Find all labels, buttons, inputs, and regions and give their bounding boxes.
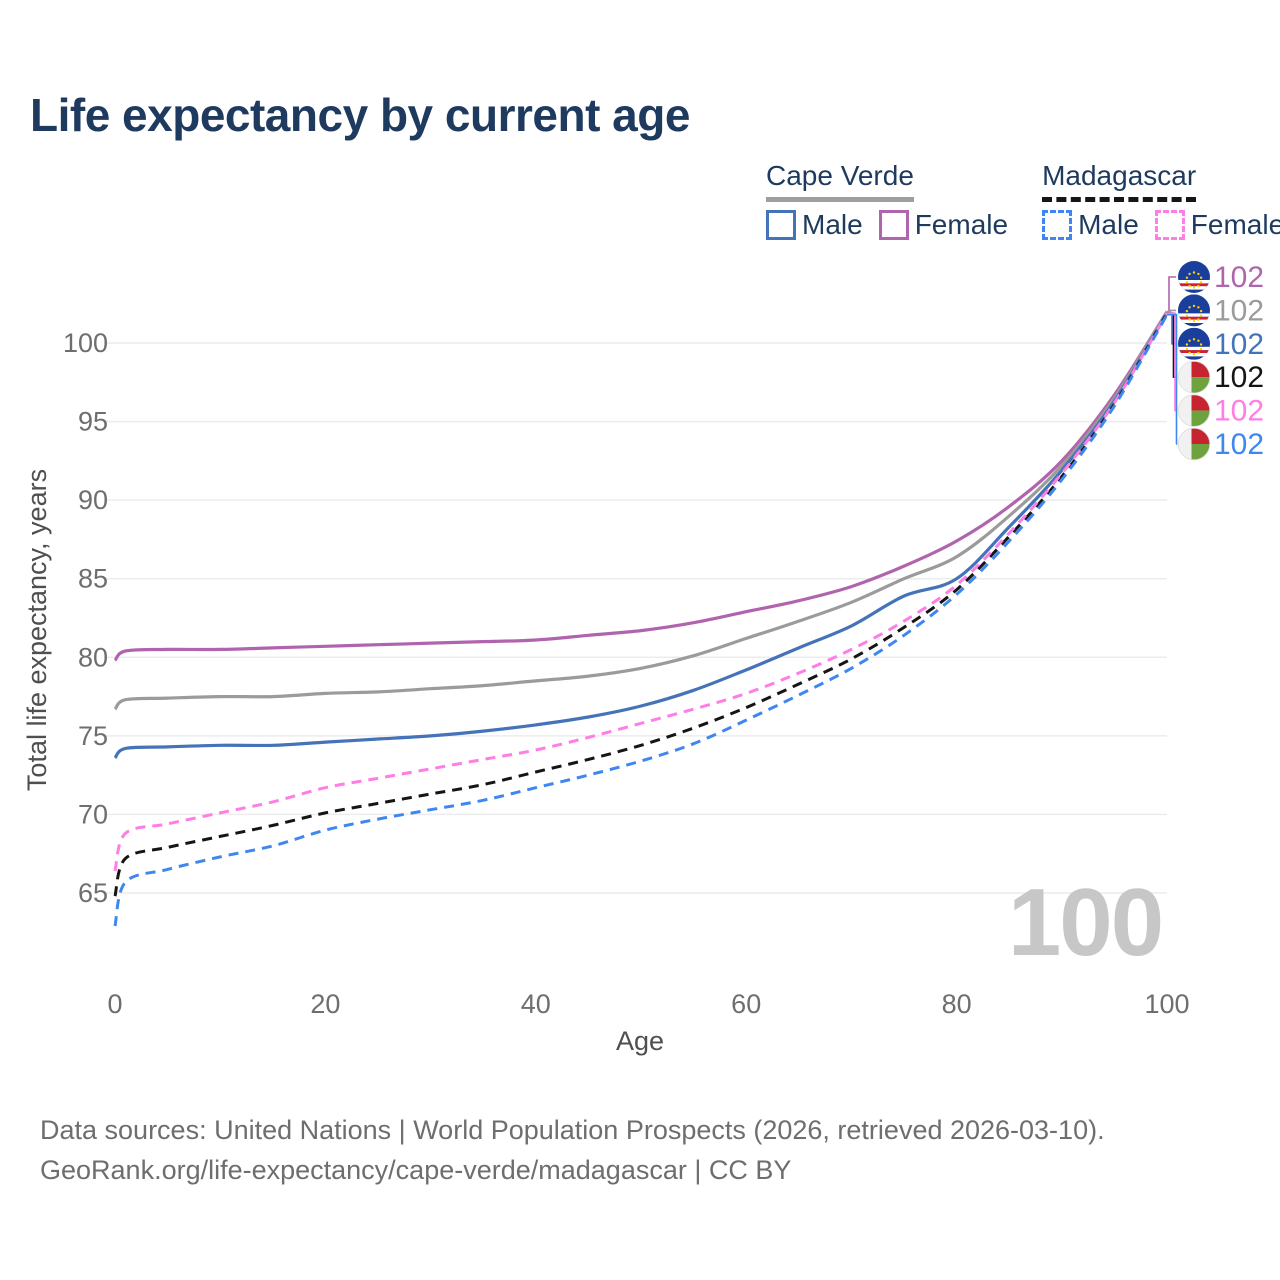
end-value-label-cape-verde-both-sexes: 102: [1214, 294, 1264, 327]
madagascar-male-swatch-icon: [1042, 210, 1073, 240]
x-tick-label: 0: [107, 989, 122, 1019]
x-axis-title: Age: [616, 1026, 664, 1056]
madagascar-flag-icon: [1178, 428, 1210, 460]
end-value-label-madagascar-both-sexes: 102: [1214, 361, 1264, 394]
legend-label: Female: [914, 209, 1009, 240]
end-value-label-cape-verde-female: 102: [1214, 261, 1264, 294]
legend-item-madagascar-male[interactable]: Male: [1042, 209, 1139, 241]
end-value-label-cape-verde-male: 102: [1214, 328, 1264, 361]
cape-verde-stars: [1185, 304, 1203, 323]
y-tick-label: 85: [78, 564, 108, 594]
end-value-label-madagascar-female: 102: [1214, 395, 1264, 428]
legend-group-cape-verde: Cape Verde Male Female: [766, 160, 1008, 241]
series-line-cape-verde-both-sexes[interactable]: [113, 310, 1169, 711]
legend: Cape Verde Male Female Madagascar Male F…: [766, 160, 1280, 241]
madagascar-flag-icon: [1178, 361, 1210, 393]
series-line-madagascar-both-sexes[interactable]: [113, 312, 1169, 897]
end-value-label-madagascar-male: 102: [1214, 428, 1264, 461]
series-line-madagascar-male[interactable]: [113, 313, 1169, 927]
cape-verde-female-swatch-icon: [878, 210, 909, 240]
series-line-cape-verde-male[interactable]: [113, 312, 1169, 760]
y-tick-label: 75: [78, 721, 108, 751]
y-tick-label: 90: [78, 485, 108, 515]
label-connector: [1167, 313, 1178, 445]
x-tick-label: 40: [521, 989, 551, 1019]
cape-verde-male-swatch-icon: [766, 210, 796, 240]
legend-row-cape-verde: Male Female: [766, 209, 1008, 241]
cape-verde-stars: [1185, 338, 1203, 356]
footer-sources-line: Data sources: United Nations | World Pop…: [40, 1115, 1105, 1145]
y-tick-label: 80: [78, 642, 108, 672]
y-tick-label: 65: [78, 878, 108, 908]
cape-verde-stars: [1185, 271, 1203, 289]
footer-url-line: GeoRank.org/life-expectancy/cape-verde/m…: [40, 1155, 792, 1185]
madagascar-flag-icon: [1178, 395, 1210, 427]
legend-row-madagascar: Male Female: [1042, 209, 1280, 241]
legend-item-cape-verde-female[interactable]: Female: [878, 209, 1009, 241]
x-tick-label: 100: [1144, 989, 1189, 1019]
footer: Data sources: United Nations | World Pop…: [40, 1110, 1105, 1190]
x-tick-label: 20: [310, 989, 340, 1019]
legend-title-cape-verde: Cape Verde: [766, 160, 914, 202]
legend-item-madagascar-female[interactable]: Female: [1154, 209, 1280, 241]
legend-label: Male: [802, 209, 863, 240]
series-line-madagascar-female[interactable]: [113, 312, 1169, 872]
label-connector: [1167, 312, 1176, 412]
label-connector: [1167, 309, 1176, 313]
legend-title-madagascar: Madagascar: [1042, 160, 1197, 202]
y-axis-title: Total life expectancy, years: [22, 469, 52, 791]
legend-label: Female: [1190, 209, 1280, 240]
page-title: Life expectancy by current age: [30, 89, 690, 141]
legend-group-madagascar: Madagascar Male Female: [1042, 160, 1280, 241]
madagascar-female-swatch-icon: [1154, 210, 1185, 240]
y-tick-label: 100: [63, 328, 108, 358]
legend-label: Male: [1078, 209, 1139, 240]
y-tick-label: 95: [78, 407, 108, 437]
legend-item-cape-verde-male[interactable]: Male: [766, 209, 863, 241]
label-connector: [1167, 276, 1176, 313]
age-counter-watermark: 100: [1008, 869, 1162, 976]
x-tick-label: 80: [942, 989, 972, 1019]
y-tick-label: 70: [78, 799, 108, 829]
x-tick-label: 60: [731, 989, 761, 1019]
series-line-cape-verde-female[interactable]: [113, 310, 1169, 662]
